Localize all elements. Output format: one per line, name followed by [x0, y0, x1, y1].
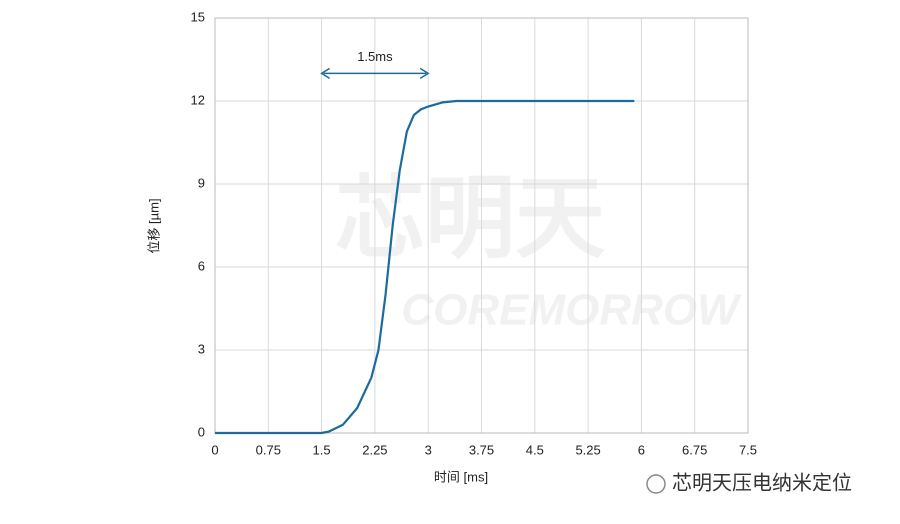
x-tick-label: 0.75 — [256, 442, 281, 457]
y-axis-label: 位移 [µm] — [146, 198, 161, 253]
annotation-text: 1.5ms — [357, 49, 393, 64]
watermark: COREMORROW — [401, 286, 742, 335]
x-tick-label: 5.25 — [575, 442, 600, 457]
arrow-head — [419, 67, 430, 79]
y-tick-label: 15 — [191, 9, 205, 24]
y-tick-label: 0 — [198, 424, 205, 439]
x-tick-label: 2.25 — [362, 442, 387, 457]
y-tick-label: 6 — [198, 258, 205, 273]
x-tick-label: 3 — [425, 442, 432, 457]
x-tick-label: 7.5 — [739, 442, 757, 457]
y-tick-label: 9 — [198, 175, 205, 190]
x-tick-label: 0 — [211, 442, 218, 457]
x-tick-label: 3.75 — [469, 442, 494, 457]
x-tick-label: 1.5 — [313, 442, 331, 457]
arrow-head — [320, 67, 330, 79]
watermark: 芯明天 — [335, 169, 605, 269]
x-tick-label: 6.75 — [682, 442, 707, 457]
plot-frame — [214, 17, 749, 434]
data-line — [215, 99, 635, 435]
wechat-icon — [646, 474, 666, 494]
footer: 芯明天压电纳米定位 — [672, 471, 852, 494]
x-axis-label: 时间 [ms] — [434, 469, 488, 484]
x-tick-label: 6 — [638, 442, 645, 457]
y-tick-label: 3 — [198, 341, 205, 356]
x-tick-label: 4.5 — [526, 442, 544, 457]
y-tick-label: 12 — [191, 92, 205, 107]
